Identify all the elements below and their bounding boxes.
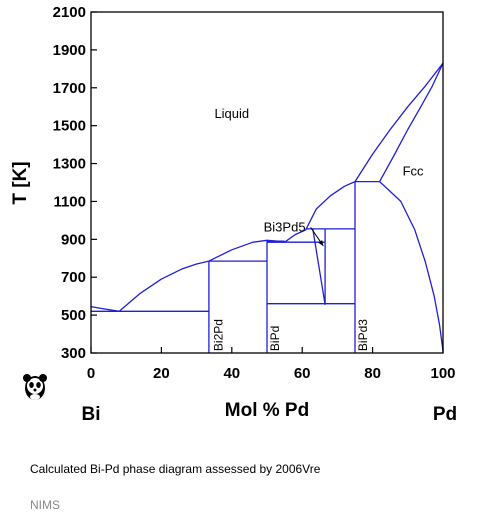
plot-frame <box>90 11 444 354</box>
phase-line-liquidus-fcc <box>354 62 444 182</box>
annotation-label: Bi3Pd5 <box>264 219 306 234</box>
phase-diagram-chart: 0 20 40 60 80 100 300 500 700 900 1100 1300 1500 1700… <box>10 4 457 420</box>
left-component-label: Bi <box>82 404 101 420</box>
y-tick-label: 1700 <box>53 80 86 97</box>
phase-lines <box>90 62 444 353</box>
y-tick-label: 1500 <box>53 118 86 135</box>
compound-label: BiPd <box>268 326 282 351</box>
x-tick-label: 40 <box>223 365 240 382</box>
region-label: Fcc <box>403 163 424 178</box>
region-label: Liquid <box>214 106 249 121</box>
x-tick-label: 100 <box>430 365 455 382</box>
region-labels: Liquid Fcc Bi2Pd BiPd BiPd3 Bi3Pd5 <box>212 106 424 351</box>
phase-line-liquidus-bipd3 <box>305 181 356 231</box>
phase-line-liquidus-bi2pd <box>118 260 210 312</box>
y-tick-label: 900 <box>61 231 86 248</box>
x-axis-label: Mol % Pd <box>225 400 309 420</box>
x-tick-label: 80 <box>364 365 381 382</box>
panda-icon <box>23 374 47 400</box>
y-tick-label: 1900 <box>53 42 86 59</box>
axis-ticks: 0 20 40 60 80 100 300 500 700 900 1100 1300 1500 1700… <box>53 4 456 382</box>
right-component-label: Pd <box>433 404 457 420</box>
phase-line-liquidus-bi3pd5 <box>284 229 306 243</box>
compound-label: Bi2Pd <box>212 319 226 351</box>
source-label: NIMS <box>30 498 60 512</box>
y-tick-label: 700 <box>61 269 86 286</box>
phase-line-bi3pd5-phase-left <box>312 228 326 305</box>
y-axis-label: T [K] <box>10 161 31 204</box>
y-tick-label: 1300 <box>53 156 86 173</box>
x-tick-label: 20 <box>153 365 170 382</box>
y-tick-label: 500 <box>61 307 86 324</box>
phase-line-liquidus-bi-side <box>90 305 120 312</box>
x-tick-label: 60 <box>294 365 311 382</box>
phase-line-solvus-fcc <box>379 181 444 352</box>
phase-line-solidus-fcc <box>379 62 444 182</box>
phase-line-liquidus-bipd <box>208 239 285 262</box>
y-tick-label: 2100 <box>53 4 86 21</box>
compound-label: BiPd3 <box>356 319 370 351</box>
y-tick-label: 300 <box>61 345 86 362</box>
x-tick-label: 0 <box>87 365 95 382</box>
figure-caption: Calculated Bi-Pd phase diagram assessed … <box>30 462 321 476</box>
arrow-head <box>318 240 324 246</box>
y-tick-label: 1100 <box>53 193 86 210</box>
